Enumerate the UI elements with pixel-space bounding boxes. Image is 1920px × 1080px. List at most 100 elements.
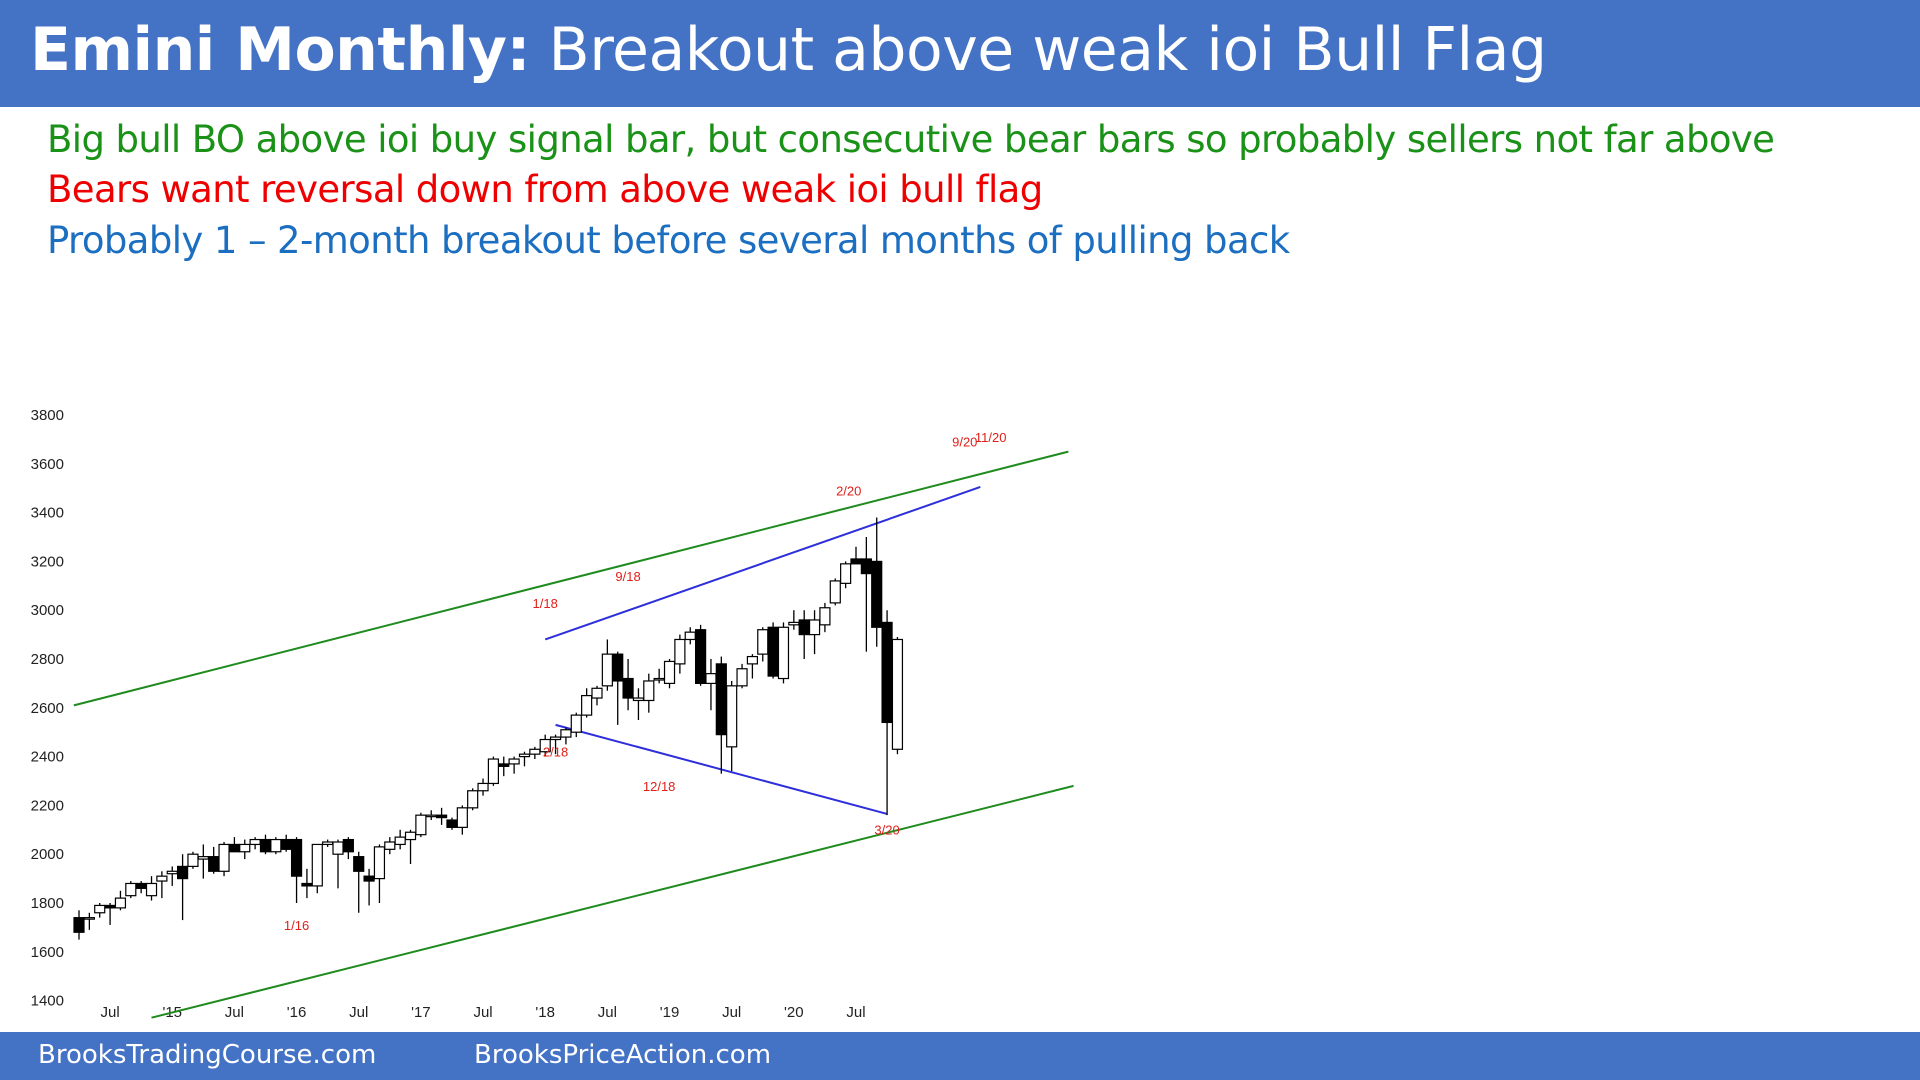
bull-candle <box>581 694 593 716</box>
bull-candle <box>477 782 489 792</box>
candlestick-chart: 1400 1600 1800 2000 2200 2400 2600 2800 3000 3200… <box>31 407 1074 1021</box>
bear-candle <box>290 838 303 877</box>
date-annotation: 2/20 <box>836 484 861 499</box>
bull-candle <box>829 580 841 604</box>
bull-candle <box>539 738 551 753</box>
bull-candle <box>746 655 759 665</box>
bear-candle <box>259 838 272 853</box>
bull-candle <box>529 748 541 755</box>
note-line-2: Bears want reversal down from above weak… <box>47 168 1043 211</box>
bull-candle <box>270 838 282 853</box>
bull-candle <box>384 841 396 850</box>
bull-candle <box>560 729 572 738</box>
date-annotation: 9/18 <box>615 569 640 584</box>
bull-candle <box>456 807 468 828</box>
note-line-1: Big bull BO above ioi buy signal bar, bu… <box>47 118 1775 161</box>
y-tick-label: 3000 <box>31 602 64 619</box>
bear-candle <box>498 763 510 767</box>
y-tick-label: 2400 <box>31 749 64 766</box>
bull-candle <box>467 790 479 809</box>
x-tick-label: '17 <box>411 1004 431 1021</box>
note-line-3: Probably 1 – 2-month breakout before sev… <box>47 219 1290 262</box>
y-tick-label: 1600 <box>31 944 64 961</box>
bull-candle <box>332 841 344 855</box>
y-tick-label: 2200 <box>31 797 64 814</box>
x-tick-label: Jul <box>473 1004 492 1021</box>
bull-candle <box>218 843 230 872</box>
bull-candle <box>808 619 821 636</box>
date-annotation: 1/16 <box>284 918 309 933</box>
bull-candle <box>663 660 676 685</box>
date-annotation: 11/20 <box>975 430 1007 445</box>
bull-candle <box>249 838 261 846</box>
bull-candle <box>726 685 738 748</box>
date-annotation: 2/18 <box>543 745 568 760</box>
bear-candle <box>446 819 458 828</box>
y-tick-label: 2800 <box>31 651 64 668</box>
bull-candle <box>736 668 748 687</box>
page-title: Emini Monthly: Breakout above weak ioi B… <box>30 14 1547 86</box>
y-tick-label: 2600 <box>31 700 64 717</box>
y-tick-label: 3200 <box>31 553 64 570</box>
bull-candle <box>684 631 696 641</box>
bull-candle <box>322 841 334 846</box>
trend-line <box>151 784 1074 1019</box>
bull-candle <box>788 621 800 626</box>
bull-candle <box>311 843 323 887</box>
bull-candle <box>156 875 168 882</box>
bull-candle <box>373 846 386 880</box>
trend-line <box>73 450 1069 707</box>
bull-candle <box>674 638 686 665</box>
bull-candle <box>518 753 531 758</box>
bear-candle <box>177 865 189 880</box>
bear-candle <box>280 838 292 850</box>
title-bold: Emini Monthly: <box>30 15 530 85</box>
footer-right-text: BrooksPriceAction.com <box>474 1040 772 1070</box>
bull-candle <box>508 758 520 765</box>
x-tick-label: Jul <box>349 1004 368 1021</box>
bull-candle <box>145 882 158 897</box>
x-tick-label: '20 <box>784 1004 804 1021</box>
bull-candle <box>643 680 655 702</box>
x-tick-label: Jul <box>225 1004 244 1021</box>
bear-candle <box>798 619 810 636</box>
bull-candle <box>415 814 427 836</box>
bull-candle <box>591 687 603 699</box>
bear-candle <box>208 856 220 872</box>
bull-candle <box>549 736 562 741</box>
x-tick-label: Jul <box>598 1004 617 1021</box>
bull-candle <box>777 626 790 680</box>
y-tick-label: 3600 <box>31 456 64 473</box>
bear-candle <box>353 856 365 872</box>
trend-line <box>544 486 981 641</box>
bull-candle <box>819 607 831 626</box>
bear-candle <box>871 560 883 628</box>
date-annotation: 9/20 <box>952 435 977 450</box>
bear-candle <box>850 558 862 565</box>
bull-candle <box>404 831 417 841</box>
title-bar: Emini Monthly: Breakout above weak ioi B… <box>0 0 1920 107</box>
date-annotation: 3/20 <box>874 823 899 838</box>
bear-candle <box>363 875 375 882</box>
bear-candle <box>436 814 448 819</box>
bull-candle <box>891 638 904 750</box>
footer-bar: BrooksTradingCourse.com BrooksPriceActio… <box>0 1032 1920 1080</box>
bull-candle <box>239 843 251 853</box>
bull-candle <box>840 563 852 584</box>
x-tick-label: '19 <box>660 1004 680 1021</box>
bear-candle <box>228 843 240 853</box>
bear-candle <box>767 626 779 677</box>
bull-candle <box>653 677 665 681</box>
bear-candle <box>73 917 85 933</box>
bull-candle <box>94 904 106 914</box>
bull-candle <box>487 758 499 785</box>
footer-left-text: BrooksTradingCourse.com <box>38 1040 377 1070</box>
bear-candle <box>715 663 727 736</box>
date-annotation: 1/18 <box>533 596 558 611</box>
bear-candle <box>860 558 872 575</box>
x-tick-label: '16 <box>287 1004 307 1021</box>
bear-candle <box>135 882 147 889</box>
bear-candle <box>622 677 634 699</box>
bull-candle <box>166 870 178 875</box>
bull-candle <box>601 653 613 687</box>
